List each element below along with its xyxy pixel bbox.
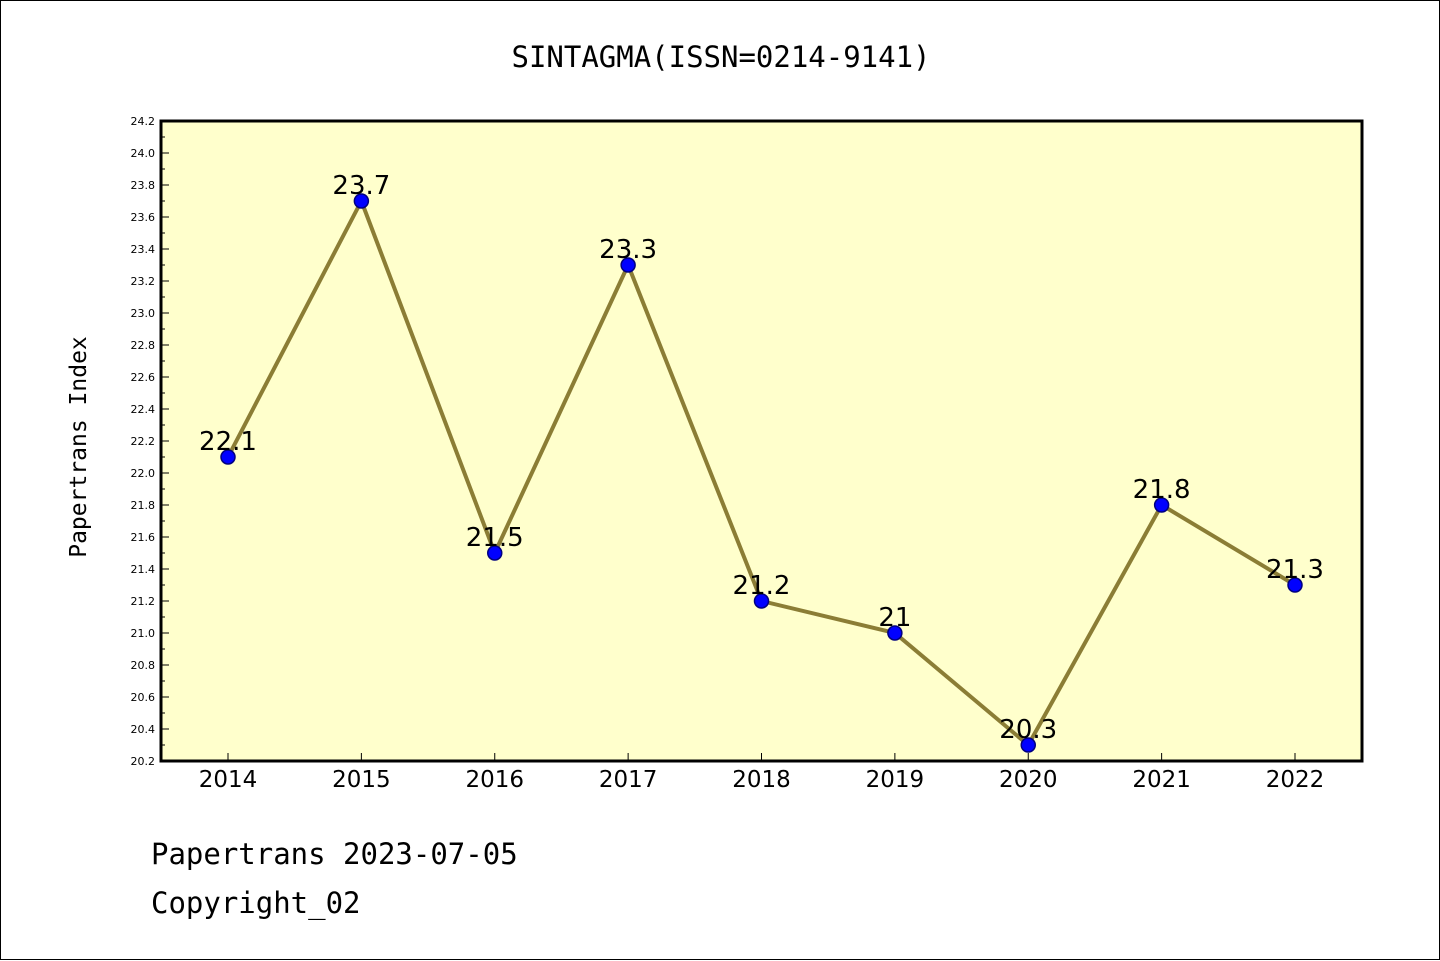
data-markers [220, 193, 1303, 753]
x-tick-label: 2015 [332, 767, 391, 793]
y-tick-label: 21.8 [131, 499, 156, 512]
y-tick-label: 24.0 [131, 147, 156, 160]
y-tick-label: 23.6 [131, 211, 156, 224]
y-tick-label: 22.2 [131, 435, 156, 448]
data-label: 21.3 [1266, 555, 1324, 585]
data-labels: 22.1 23.7 21.5 23.3 21.2 21 20.3 21.8 21.3 [199, 171, 1324, 745]
data-label: 23.3 [599, 235, 657, 265]
data-point [1153, 497, 1170, 513]
y-tick-label: 21.0 [131, 627, 156, 640]
y-tick-label: 20.6 [131, 691, 156, 704]
data-point [487, 545, 503, 561]
x-tick-label: 2019 [866, 767, 925, 793]
y-axis: 20.2 20.4 20.6 20.8 21.0 21.2 21.4 21.6 21.8 22.0… [131, 115, 169, 768]
x-tick-label: 2017 [599, 767, 658, 793]
y-tick-label: 22.8 [131, 339, 156, 352]
x-axis: 2014 2015 2016 2017 2018 2019 2020 2021 2022 [199, 753, 1325, 793]
x-tick-label: 2016 [465, 767, 524, 793]
y-tick-label: 20.2 [131, 755, 156, 768]
y-tick-label: 21.2 [131, 595, 156, 608]
x-tick-label: 2014 [199, 767, 258, 793]
data-point [753, 593, 770, 609]
x-tick-label: 2020 [999, 767, 1058, 793]
data-label: 21.5 [466, 523, 524, 553]
y-tick-label: 21.4 [131, 563, 156, 576]
data-point [887, 625, 903, 641]
x-tick-label: 2021 [1132, 767, 1191, 793]
y-axis-label: Papertrans Index [66, 336, 92, 558]
x-tick-label: 2022 [1266, 767, 1325, 793]
data-point [620, 257, 636, 273]
y-tick-label: 22.0 [131, 467, 156, 480]
plot-area [161, 121, 1362, 761]
y-tick-label: 20.4 [131, 723, 156, 736]
y-tick-label: 22.4 [131, 403, 156, 416]
data-label: 21 [878, 603, 911, 633]
data-label: 21.2 [733, 571, 791, 601]
y-tick-label: 23.2 [131, 275, 156, 288]
y-tick-label: 20.8 [131, 659, 156, 672]
data-point [1020, 737, 1036, 753]
data-point [1287, 577, 1303, 593]
data-label: 22.1 [199, 427, 257, 457]
x-tick-label: 2018 [732, 767, 791, 793]
y-tick-label: 22.6 [131, 371, 156, 384]
data-point [220, 449, 236, 465]
y-tick-label: 21.6 [131, 531, 156, 544]
y-tick-label: 23.0 [131, 307, 156, 320]
y-tick-label: 23.8 [131, 179, 156, 192]
chart-title: SINTAGMA(ISSN=0214-9141) [511, 40, 930, 74]
data-label: 23.7 [332, 171, 390, 201]
footer-copyright: Copyright_02 [151, 886, 361, 920]
data-label: 21.8 [1133, 475, 1191, 505]
y-tick-label: 24.2 [131, 115, 156, 128]
footer-date: Papertrans 2023-07-05 [151, 837, 518, 871]
data-label: 20.3 [999, 715, 1057, 745]
y-tick-label: 23.4 [131, 243, 156, 256]
plot-frame [159, 119, 1364, 763]
data-point [353, 193, 370, 209]
